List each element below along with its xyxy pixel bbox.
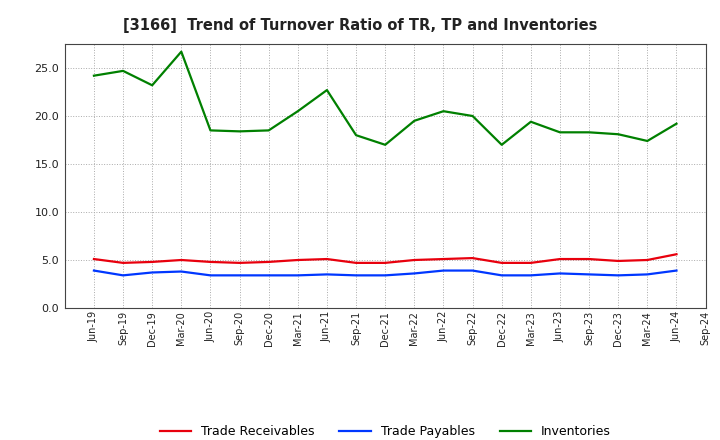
Inventories bbox=[235, 129, 244, 134]
Line: Trade Receivables: Trade Receivables bbox=[94, 254, 677, 263]
Inventories bbox=[556, 130, 564, 135]
Trade Payables bbox=[410, 271, 418, 276]
Trade Payables bbox=[352, 273, 361, 278]
Trade Receivables bbox=[352, 260, 361, 265]
Trade Receivables bbox=[177, 257, 186, 263]
Inventories bbox=[439, 109, 448, 114]
Trade Receivables bbox=[468, 256, 477, 261]
Trade Receivables bbox=[614, 258, 623, 264]
Trade Payables bbox=[498, 273, 506, 278]
Trade Payables bbox=[119, 273, 127, 278]
Inventories bbox=[206, 128, 215, 133]
Trade Receivables bbox=[381, 260, 390, 265]
Inventories bbox=[148, 83, 156, 88]
Trade Receivables bbox=[526, 260, 535, 265]
Inventories bbox=[672, 121, 681, 126]
Trade Receivables bbox=[89, 257, 98, 262]
Inventories bbox=[323, 88, 331, 93]
Trade Payables bbox=[381, 273, 390, 278]
Trade Payables bbox=[177, 269, 186, 274]
Inventories bbox=[264, 128, 273, 133]
Text: [3166]  Trend of Turnover Ratio of TR, TP and Inventories: [3166] Trend of Turnover Ratio of TR, TP… bbox=[123, 18, 597, 33]
Trade Payables bbox=[264, 273, 273, 278]
Inventories bbox=[177, 49, 186, 54]
Trade Payables bbox=[206, 273, 215, 278]
Inventories bbox=[381, 142, 390, 147]
Inventories bbox=[614, 132, 623, 137]
Trade Payables bbox=[614, 273, 623, 278]
Inventories bbox=[643, 138, 652, 143]
Trade Payables bbox=[89, 268, 98, 273]
Trade Receivables bbox=[264, 259, 273, 264]
Trade Payables bbox=[556, 271, 564, 276]
Trade Payables bbox=[672, 268, 681, 273]
Trade Receivables bbox=[410, 257, 418, 263]
Inventories bbox=[410, 118, 418, 124]
Trade Receivables bbox=[585, 257, 593, 262]
Trade Payables bbox=[643, 272, 652, 277]
Trade Receivables bbox=[672, 252, 681, 257]
Inventories bbox=[585, 130, 593, 135]
Trade Receivables bbox=[439, 257, 448, 262]
Trade Receivables bbox=[556, 257, 564, 262]
Trade Receivables bbox=[498, 260, 506, 265]
Trade Receivables bbox=[294, 257, 302, 263]
Trade Payables bbox=[323, 272, 331, 277]
Trade Receivables bbox=[148, 259, 156, 264]
Trade Payables bbox=[468, 268, 477, 273]
Inventories bbox=[352, 132, 361, 138]
Legend: Trade Receivables, Trade Payables, Inventories: Trade Receivables, Trade Payables, Inven… bbox=[160, 425, 611, 438]
Trade Receivables bbox=[643, 257, 652, 263]
Trade Payables bbox=[439, 268, 448, 273]
Trade Payables bbox=[235, 273, 244, 278]
Trade Receivables bbox=[323, 257, 331, 262]
Inventories bbox=[89, 73, 98, 78]
Line: Trade Payables: Trade Payables bbox=[94, 271, 677, 275]
Inventories bbox=[526, 119, 535, 125]
Inventories bbox=[119, 68, 127, 73]
Trade Payables bbox=[148, 270, 156, 275]
Inventories bbox=[468, 114, 477, 119]
Trade Receivables bbox=[235, 260, 244, 265]
Line: Inventories: Inventories bbox=[94, 51, 677, 145]
Trade Receivables bbox=[119, 260, 127, 265]
Trade Payables bbox=[585, 272, 593, 277]
Trade Payables bbox=[294, 273, 302, 278]
Inventories bbox=[294, 109, 302, 114]
Trade Receivables bbox=[206, 259, 215, 264]
Trade Payables bbox=[526, 273, 535, 278]
Inventories bbox=[498, 142, 506, 147]
